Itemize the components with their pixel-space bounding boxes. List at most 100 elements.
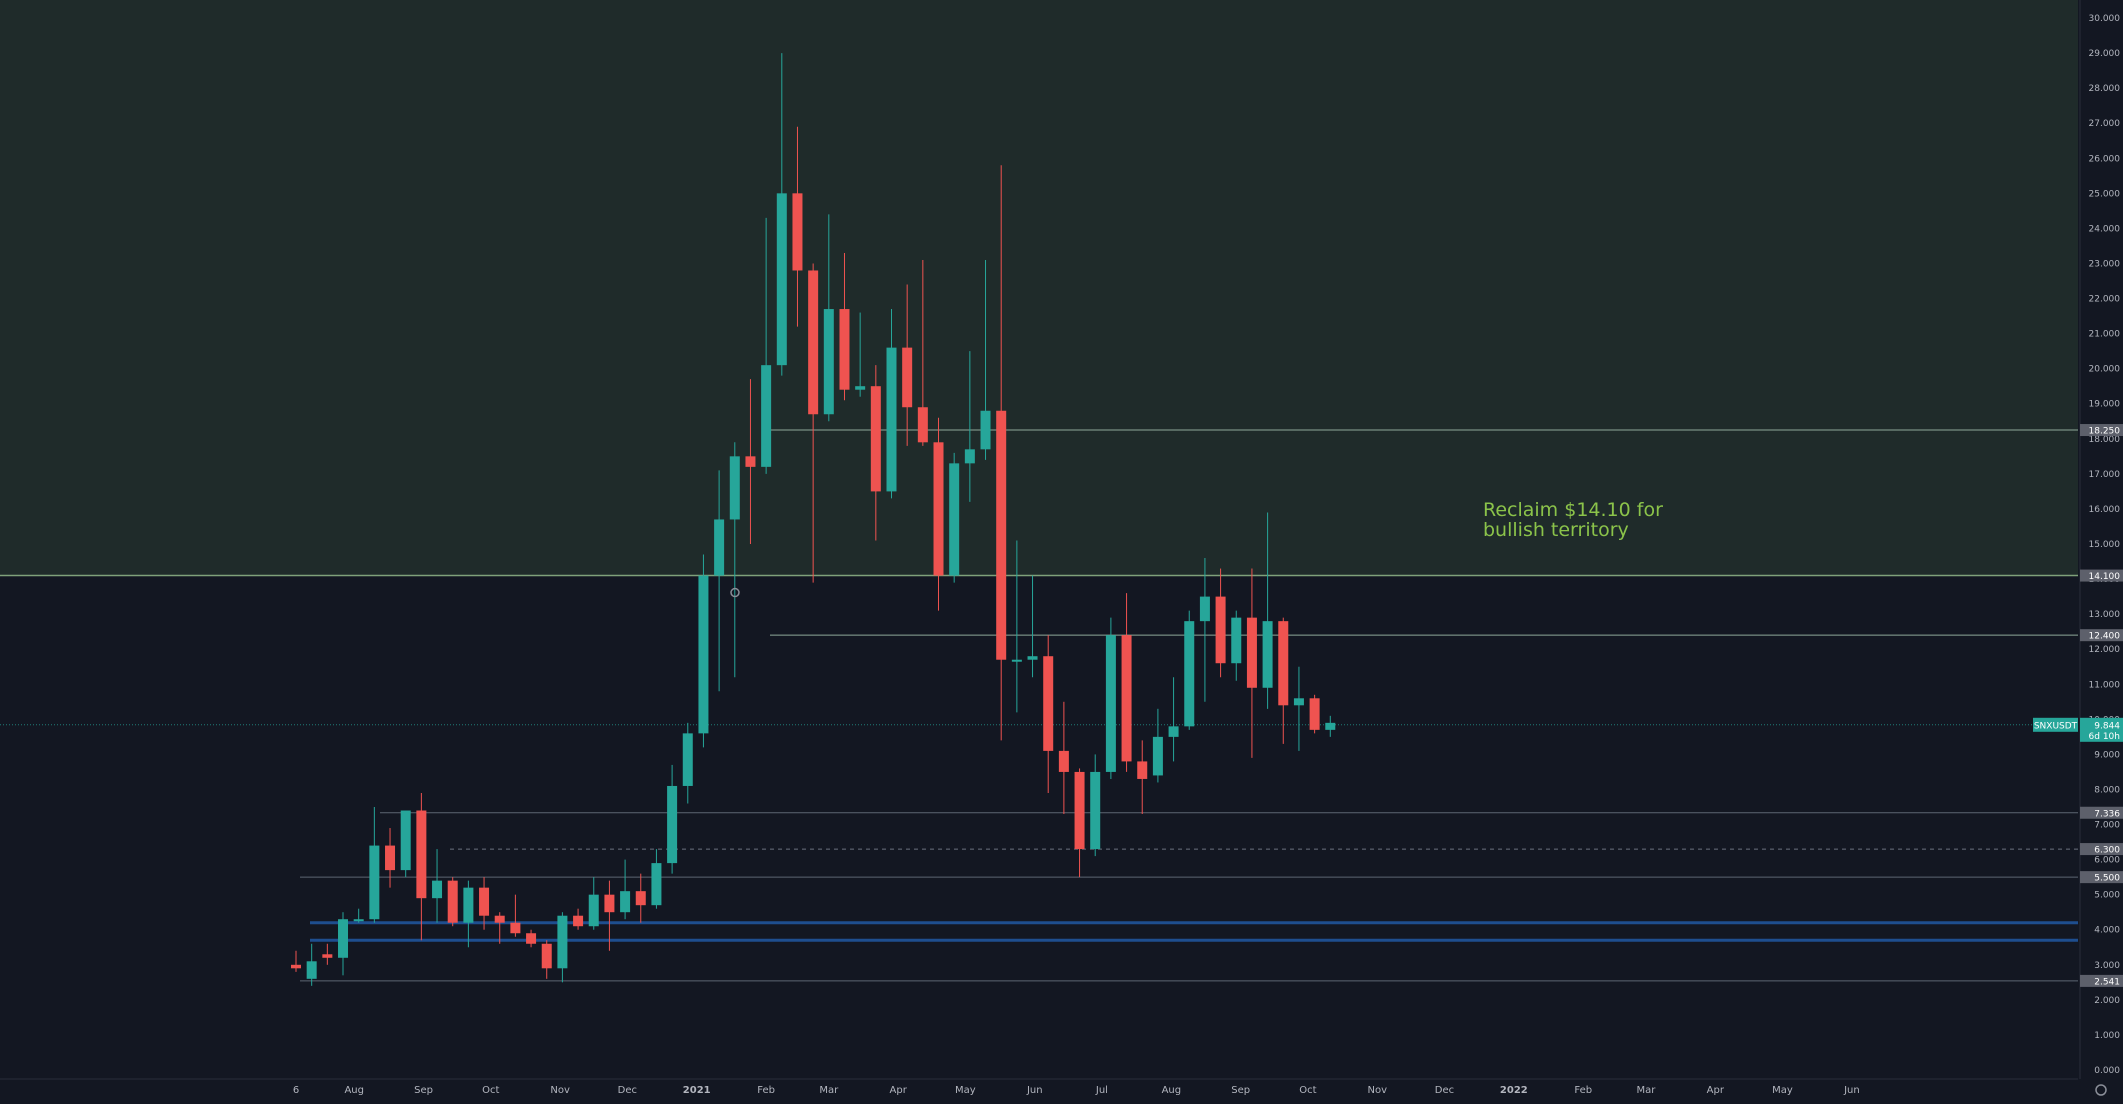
bullish-candle[interactable] bbox=[682, 733, 693, 786]
bullish-candle[interactable] bbox=[729, 456, 740, 520]
bearish-candle[interactable] bbox=[510, 922, 521, 934]
bullish-candle[interactable] bbox=[588, 894, 599, 927]
y-tick-label: 21.000 bbox=[2089, 330, 2121, 340]
symbol-label: SNXUSDT bbox=[2034, 721, 2078, 731]
bullish-candle[interactable] bbox=[667, 785, 678, 864]
bearish-candle[interactable] bbox=[1074, 771, 1085, 850]
bullish-candle[interactable] bbox=[823, 309, 834, 415]
y-tick-label: 3.000 bbox=[2094, 961, 2120, 971]
alert-icon[interactable] bbox=[730, 587, 740, 598]
y-tick-label: 16.000 bbox=[2089, 505, 2121, 515]
bearish-candle[interactable] bbox=[1278, 621, 1289, 706]
bearish-candle[interactable] bbox=[635, 891, 646, 906]
bearish-candle[interactable] bbox=[385, 845, 396, 871]
x-tick-label: Sep bbox=[1231, 1085, 1250, 1096]
bearish-candle[interactable] bbox=[1043, 656, 1054, 751]
current-price-label: 9.844 bbox=[2094, 721, 2120, 731]
bullish-candle[interactable] bbox=[306, 961, 317, 979]
bullish-candle[interactable] bbox=[761, 365, 772, 467]
bullish-candle[interactable] bbox=[1011, 659, 1022, 662]
settings-gear-icon[interactable] bbox=[2095, 1084, 2107, 1096]
level-price-label: 7.336 bbox=[2094, 809, 2120, 819]
bearish-candle[interactable] bbox=[447, 880, 458, 923]
bullish-candle[interactable] bbox=[1168, 726, 1179, 737]
bullish-candle[interactable] bbox=[432, 880, 443, 899]
bearish-candle[interactable] bbox=[479, 887, 490, 916]
bearish-candle[interactable] bbox=[416, 810, 427, 899]
level-price-tag[interactable] bbox=[2080, 569, 2123, 582]
bullish-candle[interactable] bbox=[698, 575, 709, 734]
symbol-tag[interactable] bbox=[2033, 717, 2078, 732]
bullish-candle[interactable] bbox=[651, 863, 662, 906]
bullish-candle[interactable] bbox=[980, 410, 991, 450]
bullish-candle[interactable] bbox=[855, 386, 866, 390]
bullish-candle[interactable] bbox=[964, 449, 975, 464]
current-price-tag[interactable] bbox=[2080, 717, 2123, 742]
y-tick-label: 18.000 bbox=[2089, 435, 2121, 445]
bearish-candle[interactable] bbox=[494, 915, 505, 923]
y-tick-label: 0.000 bbox=[2094, 1066, 2120, 1076]
bullish-candle[interactable] bbox=[1231, 617, 1242, 664]
bullish-candle[interactable] bbox=[338, 919, 349, 958]
bearish-candle[interactable] bbox=[996, 410, 1007, 660]
level-price-tag[interactable] bbox=[2080, 806, 2123, 819]
bearish-candle[interactable] bbox=[541, 943, 552, 969]
bullish-candle[interactable] bbox=[1090, 771, 1101, 850]
bullish-candle[interactable] bbox=[1293, 698, 1304, 706]
bearish-candle[interactable] bbox=[291, 964, 301, 969]
bullish-candle[interactable] bbox=[557, 915, 568, 969]
bullish-candle[interactable] bbox=[1152, 736, 1163, 776]
level-price-label: 6.300 bbox=[2094, 846, 2120, 856]
bearish-candle[interactable] bbox=[792, 193, 803, 271]
y-tick-label: 15.000 bbox=[2089, 540, 2121, 550]
x-tick-label: Aug bbox=[344, 1085, 364, 1096]
bearish-candle[interactable] bbox=[839, 309, 850, 390]
bearish-candle[interactable] bbox=[1309, 698, 1320, 730]
bullish-candle[interactable] bbox=[776, 193, 787, 366]
bearish-candle[interactable] bbox=[917, 407, 928, 443]
bullish-candle[interactable] bbox=[1199, 596, 1210, 622]
bearish-candle[interactable] bbox=[902, 347, 913, 408]
bullish-candle[interactable] bbox=[1105, 635, 1116, 772]
bearish-candle[interactable] bbox=[1137, 761, 1148, 779]
bullish-candle[interactable] bbox=[714, 519, 725, 576]
bullish-candle[interactable] bbox=[886, 347, 897, 492]
y-tick-label: 11.000 bbox=[2089, 680, 2121, 690]
y-tick-label: 2.000 bbox=[2094, 996, 2120, 1006]
bullish-candle[interactable] bbox=[949, 463, 960, 576]
bullish-candle[interactable] bbox=[1184, 621, 1195, 727]
x-tick-label: Dec bbox=[1435, 1085, 1454, 1096]
bullish-candle[interactable] bbox=[353, 919, 364, 922]
bullish-candle[interactable] bbox=[620, 891, 631, 913]
bearish-candle[interactable] bbox=[1058, 750, 1069, 772]
bullish-candle[interactable] bbox=[1325, 722, 1336, 730]
level-price-tag[interactable] bbox=[2080, 629, 2123, 642]
bearish-candle[interactable] bbox=[604, 894, 615, 913]
bullish-candle[interactable] bbox=[369, 845, 380, 920]
bearish-candle[interactable] bbox=[573, 915, 584, 927]
level-price-tag[interactable] bbox=[2080, 843, 2123, 856]
bullish-candle[interactable] bbox=[463, 887, 474, 923]
bullish-candle[interactable] bbox=[1262, 621, 1273, 688]
bearish-candle[interactable] bbox=[745, 456, 756, 467]
bearish-candle[interactable] bbox=[808, 270, 819, 415]
bearish-candle[interactable] bbox=[933, 442, 944, 576]
x-tick-label: Dec bbox=[618, 1085, 637, 1096]
level-price-tag[interactable] bbox=[2080, 871, 2123, 884]
level-price-label: 5.500 bbox=[2094, 874, 2120, 884]
bearish-candle[interactable] bbox=[1215, 596, 1226, 664]
bearish-candle[interactable] bbox=[1121, 635, 1132, 762]
x-tick-label: Jul bbox=[1095, 1085, 1108, 1096]
bearish-candle[interactable] bbox=[322, 954, 333, 958]
bearish-candle[interactable] bbox=[870, 386, 881, 492]
level-price-tag[interactable] bbox=[2080, 974, 2123, 987]
level-price-tag[interactable] bbox=[2080, 424, 2123, 437]
y-tick-label: 17.000 bbox=[2089, 470, 2121, 480]
bullish-candle[interactable] bbox=[1027, 656, 1038, 660]
bullish-candle[interactable] bbox=[400, 810, 411, 871]
bearish-candle[interactable] bbox=[1246, 617, 1257, 688]
bearish-candle[interactable] bbox=[526, 933, 537, 944]
x-tick-label: Jun bbox=[1026, 1085, 1043, 1096]
